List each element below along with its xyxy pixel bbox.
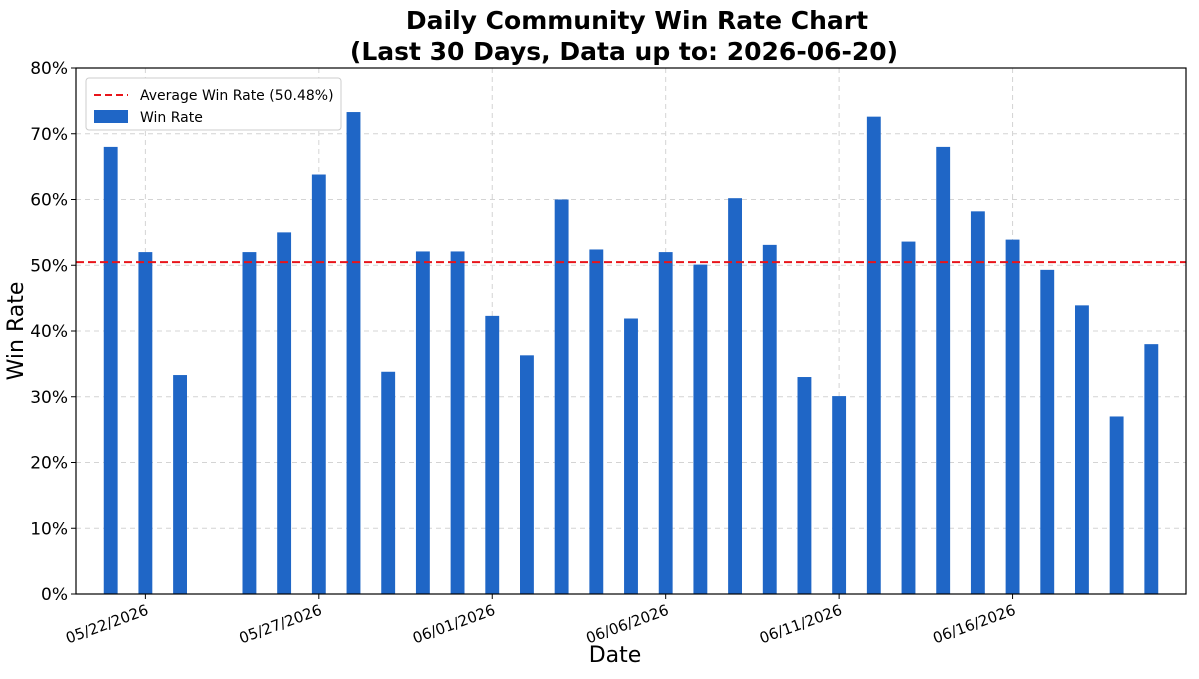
win-rate-bar [762,244,777,594]
y-tick-label: 40% [30,322,68,342]
x-tick-label: 06/11/2026 [757,601,844,647]
y-axis-ticks: 0% 10% 20% 30% 40% 50% 60% 70% 80% [30,59,76,605]
win-rate-bar [138,252,153,594]
x-axis-ticks: 05/22/2026 05/27/2026 06/01/2026 06/06/2026… [63,594,1018,647]
win-rate-bar [693,264,708,594]
win-rate-bar [277,232,292,594]
y-tick-label: 60% [30,191,68,211]
y-tick-label: 80% [30,59,68,79]
win-rate-bar [415,251,430,594]
legend-average-label: Average Win Rate (50.48%) [140,88,334,104]
chart-title-line-2: (Last 30 Days, Data up to: 2026-06-20) [350,37,898,66]
legend: Average Win Rate (50.48%) Win Rate [85,77,342,131]
y-axis-label: Win Rate [4,282,29,381]
win-rate-bar [520,355,534,594]
chart-title-line-1: Daily Community Win Rate Chart [406,6,868,35]
win-rate-bar [554,199,569,594]
win-rate-bar [1005,239,1020,595]
win-rate-bar [1075,305,1089,594]
legend-win-rate-swatch [94,110,128,123]
win-rate-bar [728,198,742,594]
y-tick-label: 10% [30,519,68,539]
x-tick-label: 06/06/2026 [584,601,671,647]
win-rate-bar [1144,344,1159,594]
win-rate-bar [1040,269,1055,594]
legend-win-rate-label: Win Rate [140,110,203,126]
y-tick-label: 20% [30,454,68,474]
win-rate-bar [1109,416,1124,594]
y-tick-label: 0% [41,585,68,605]
win-rate-bar [624,318,638,594]
win-rate-bar [658,252,673,594]
y-tick-label: 50% [30,256,68,276]
win-rate-bar [242,252,257,594]
bars [103,112,1159,595]
win-rate-bar [381,371,396,594]
win-rate-bar [970,211,985,594]
y-tick-label: 70% [30,125,68,145]
win-rate-bar [589,249,604,594]
win-rate-bar [936,146,951,594]
win-rate-bar [485,315,500,594]
win-rate-bar [866,116,881,594]
x-tick-label: 05/22/2026 [63,601,150,647]
legend-box [85,77,342,131]
win-rate-bar [832,396,847,594]
win-rate-bar [173,375,187,594]
win-rate-bar [311,174,326,594]
y-tick-label: 30% [30,388,68,408]
x-axis-label: Date [589,643,642,668]
x-tick-label: 06/01/2026 [410,601,497,647]
win-rate-bar [901,241,916,594]
win-rate-bar [346,112,361,595]
x-tick-label: 05/27/2026 [237,601,324,647]
x-tick-label: 06/16/2026 [931,601,1018,647]
win-rate-bar [103,146,118,594]
win-rate-bar [797,377,812,594]
win-rate-bar [450,251,465,594]
